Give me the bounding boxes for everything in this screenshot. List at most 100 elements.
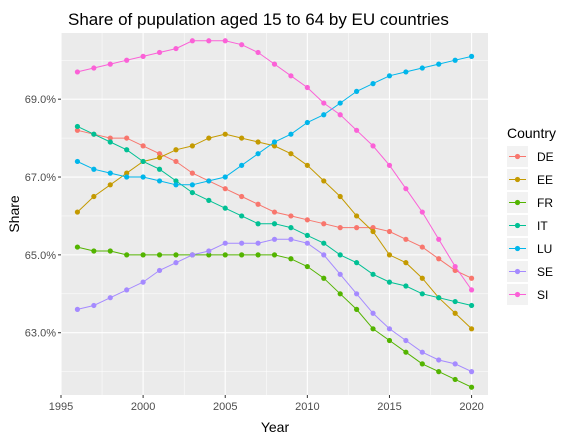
data-point-se: [468, 369, 475, 375]
data-point-si: [288, 73, 294, 79]
data-point-ee: [288, 151, 294, 157]
data-point-se: [370, 310, 376, 316]
data-point-de: [239, 193, 245, 200]
data-point-de: [386, 228, 393, 235]
data-point-it: [173, 178, 179, 184]
data-point-lu: [419, 65, 425, 71]
legend-key-point: [514, 176, 521, 183]
legend-label-se: SE: [537, 265, 553, 279]
data-point-si: [468, 287, 475, 293]
data-point-it: [206, 197, 212, 203]
data-point-fr: [403, 349, 409, 355]
data-point-si: [436, 236, 442, 242]
legend-item-si: SI: [507, 284, 548, 305]
y-tick-label: 63.0%: [25, 328, 56, 340]
data-point-de: [74, 127, 81, 133]
data-point-lu: [386, 73, 393, 79]
data-point-ee: [91, 193, 97, 200]
data-point-fr: [419, 361, 425, 367]
x-tick-label: 2015: [377, 401, 401, 413]
data-point-it: [74, 123, 81, 130]
data-point-ee: [206, 135, 212, 141]
data-point-ee: [124, 170, 130, 176]
data-point-it: [468, 302, 475, 309]
data-point-ee: [370, 228, 376, 235]
legend-item-se: SE: [507, 261, 553, 282]
data-point-de: [124, 135, 130, 141]
data-point-lu: [206, 178, 212, 184]
data-point-ee: [386, 252, 393, 258]
data-point-si: [91, 65, 97, 71]
legend-key-point: [514, 245, 521, 252]
data-point-fr: [173, 252, 179, 258]
legend-key-point: [514, 199, 521, 206]
data-point-de: [173, 158, 179, 165]
data-point-se: [436, 357, 442, 363]
data-point-se: [156, 267, 163, 274]
data-point-se: [107, 295, 113, 301]
data-point-de: [140, 143, 146, 149]
data-point-si: [452, 263, 458, 270]
data-point-de: [189, 170, 195, 176]
data-point-it: [337, 252, 343, 258]
data-point-lu: [91, 166, 97, 172]
data-point-si: [386, 162, 393, 168]
data-point-it: [239, 213, 245, 219]
data-point-lu: [370, 81, 376, 87]
data-point-se: [189, 252, 195, 258]
legend-key-point: [514, 153, 521, 160]
data-point-it: [386, 279, 393, 285]
legend-item-ee: EE: [507, 169, 553, 190]
legend-item-fr: FR: [507, 192, 553, 213]
legend-items: DE EE FR IT LU SE SI: [507, 146, 554, 305]
data-point-fr: [271, 252, 278, 258]
data-point-de: [288, 213, 294, 219]
x-axis: 1995 2000 2005 2010 2015 2020: [49, 395, 484, 413]
data-point-lu: [337, 100, 343, 106]
data-point-de: [403, 236, 409, 242]
data-point-fr: [370, 326, 376, 332]
data-point-si: [173, 45, 179, 52]
data-point-ee: [321, 178, 327, 184]
data-point-lu: [321, 112, 327, 118]
data-point-it: [156, 166, 163, 172]
y-tick-label: 65.0%: [25, 250, 56, 262]
data-point-it: [288, 225, 294, 231]
data-point-it: [255, 221, 261, 227]
data-point-ee: [304, 162, 310, 168]
data-point-lu: [255, 151, 261, 157]
data-point-lu: [468, 53, 475, 59]
data-point-fr: [140, 252, 146, 258]
data-point-ee: [173, 147, 179, 153]
data-point-ee: [156, 154, 163, 161]
data-point-it: [436, 295, 442, 301]
data-point-ee: [107, 182, 113, 188]
legend-label-si: SI: [537, 288, 548, 302]
data-point-si: [255, 49, 261, 56]
data-point-se: [419, 349, 425, 355]
data-point-ee: [468, 326, 475, 332]
data-point-se: [304, 240, 310, 246]
data-point-se: [337, 271, 343, 277]
data-point-lu: [189, 182, 195, 188]
y-axis: 63.0% 65.0% 67.0% 69.0%: [25, 94, 61, 340]
data-point-si: [156, 49, 163, 56]
x-tick-label: 2000: [131, 401, 155, 413]
legend-label-lu: LU: [537, 242, 552, 256]
data-point-it: [124, 147, 130, 153]
data-point-it: [321, 240, 327, 246]
data-point-lu: [436, 61, 442, 67]
data-point-it: [91, 131, 97, 137]
data-point-lu: [107, 170, 113, 176]
data-point-si: [189, 38, 195, 44]
data-point-fr: [91, 248, 97, 254]
data-point-se: [173, 260, 179, 266]
data-point-de: [271, 209, 278, 215]
data-point-si: [403, 186, 409, 192]
data-point-si: [206, 38, 212, 44]
data-point-fr: [107, 248, 113, 254]
data-point-it: [304, 232, 310, 239]
data-point-ee: [403, 260, 409, 266]
data-point-fr: [206, 252, 212, 258]
legend-item-de: DE: [507, 146, 554, 167]
